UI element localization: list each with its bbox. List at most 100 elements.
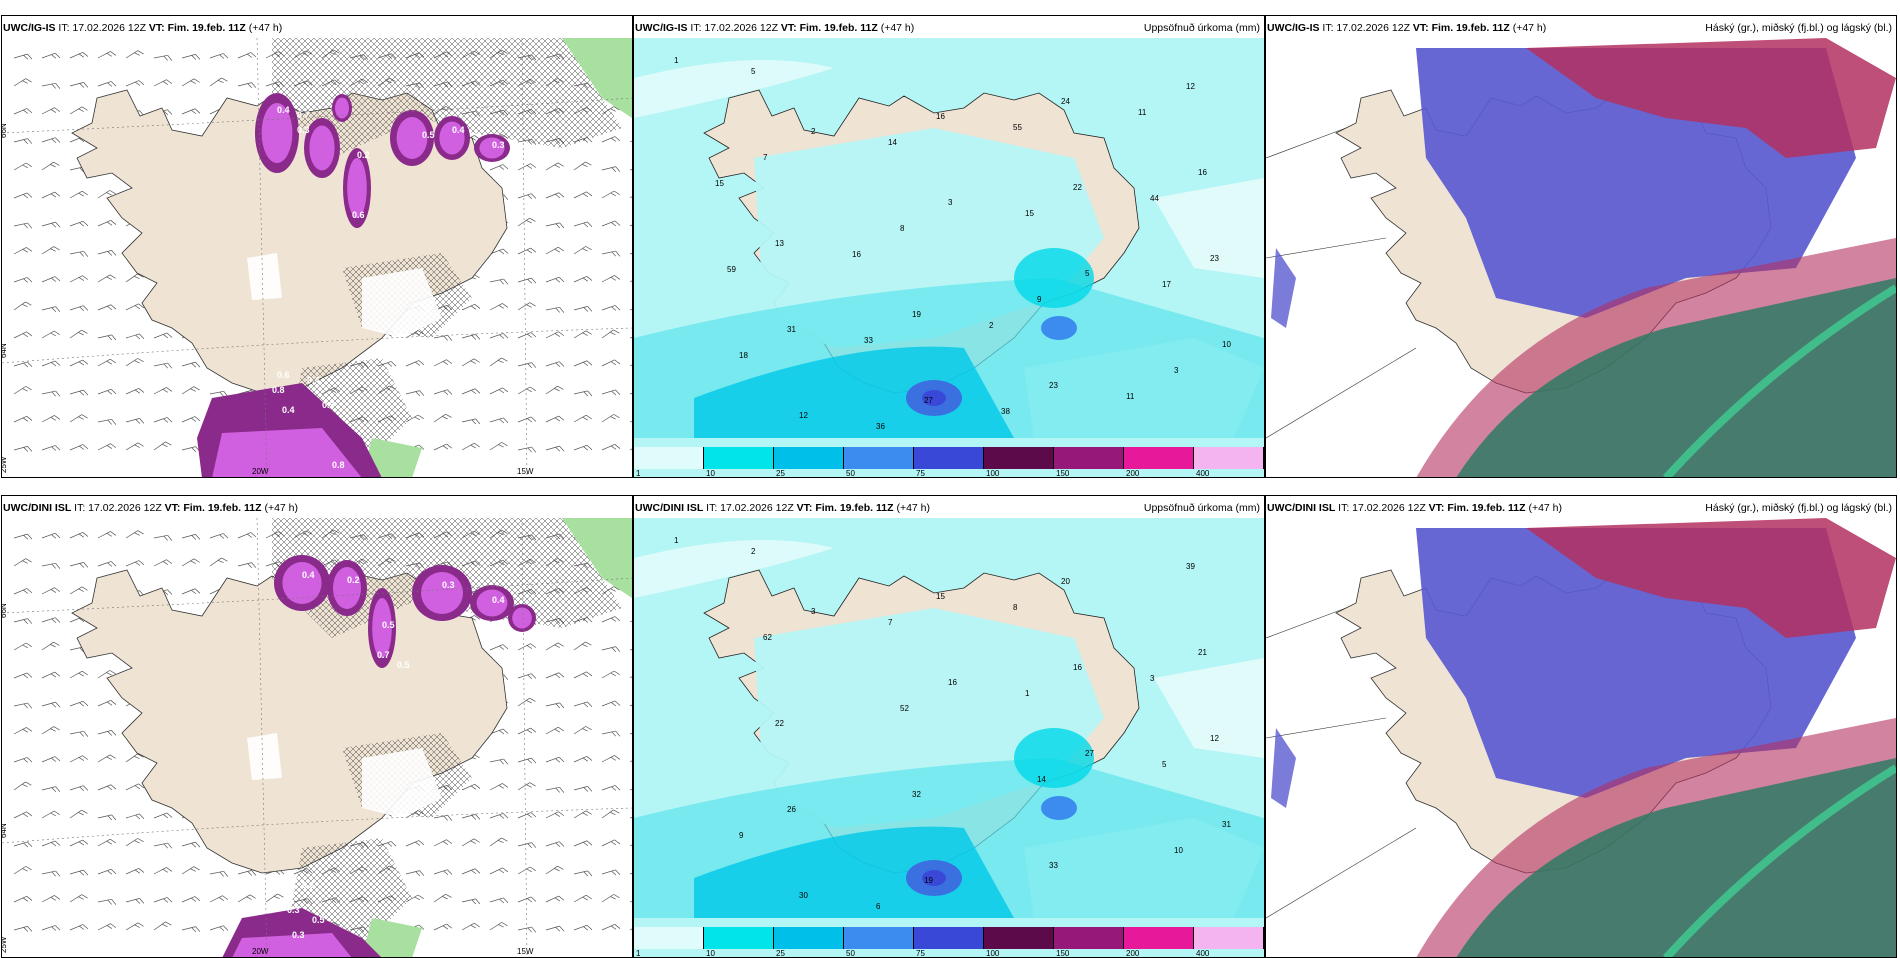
wind-barb — [181, 78, 200, 87]
wind-barb — [125, 530, 144, 539]
wind-barb — [489, 303, 509, 311]
colorbar-segment — [774, 927, 844, 949]
snow-blob-core — [421, 572, 463, 614]
wind-barb — [601, 166, 621, 172]
precip-max — [922, 870, 946, 886]
wind-barb — [153, 54, 173, 61]
snow-value-label: 0.5 — [382, 620, 395, 630]
wind-barb — [41, 756, 61, 763]
wind-barb — [573, 306, 593, 312]
wind-barb — [181, 108, 201, 115]
wind-barb — [153, 417, 173, 423]
wind-barb — [489, 867, 509, 875]
precip-value-label: 15 — [715, 179, 724, 188]
wind-barb — [181, 54, 201, 60]
wind-barb — [573, 641, 592, 651]
graticule — [2, 807, 632, 844]
precip-value-label: 39 — [1186, 562, 1195, 571]
wind-barb — [97, 304, 117, 311]
precip-value-label: 16 — [1073, 663, 1082, 672]
snow-blob-core — [282, 562, 322, 604]
high-cloud-area — [1526, 518, 1896, 638]
graticule — [521, 518, 528, 957]
snow-value-label: 0.6 — [277, 370, 290, 380]
wind-barb — [573, 870, 593, 877]
wind-barb — [13, 78, 32, 87]
wind-barb — [433, 334, 453, 341]
wind-barb — [545, 331, 565, 339]
wind-barb — [461, 898, 481, 905]
wind-barb — [69, 82, 89, 88]
wind-barb — [181, 841, 201, 848]
precip-value-label: 13 — [775, 239, 784, 248]
snow-value-label: 0.4 — [282, 405, 295, 415]
wind-barb — [601, 250, 621, 257]
wind-barb — [13, 866, 32, 875]
precip-map: 1 3 16 27 31 30 15 16 12 26 19 20 21 22 32 33 39 62 52 14 10… — [634, 518, 1264, 957]
snow-blob-core — [512, 607, 532, 629]
precip-value-label: 14 — [888, 138, 897, 147]
wind-barb — [41, 641, 60, 651]
wind-barb — [125, 273, 144, 283]
snow-blob-core — [333, 567, 361, 609]
wind-barb — [573, 786, 593, 792]
precip-value-label: 12 — [1186, 82, 1195, 91]
wind-barb — [545, 642, 564, 651]
wind-barb — [97, 274, 116, 283]
wind-barb — [69, 670, 88, 679]
colorbar-segment — [1124, 447, 1194, 469]
wind-barb — [13, 192, 33, 199]
wind-barb — [181, 588, 201, 595]
precip-value-label: 33 — [864, 336, 873, 345]
wind-barb — [461, 838, 480, 847]
precip-value-label: 30 — [799, 891, 808, 900]
wind-barb — [153, 559, 173, 567]
wind-barb — [209, 895, 229, 903]
wind-barb — [153, 332, 173, 339]
graticule — [256, 38, 268, 477]
wind-barb — [69, 414, 88, 423]
wind-barb — [405, 870, 425, 876]
boundary-line — [1266, 127, 1417, 439]
wind-barb — [13, 277, 33, 283]
wind-barb — [545, 445, 565, 452]
precip-area — [1014, 728, 1094, 788]
wind-barb — [573, 810, 592, 819]
wind-barb — [517, 896, 537, 903]
low-cloud-area — [1456, 758, 1896, 957]
panel-precip-row2: UWC/DINI ISL IT: 17.02.2026 12Z VT: Fim.… — [633, 495, 1265, 958]
precip-value-label: 36 — [876, 422, 885, 431]
wind-barb — [13, 926, 33, 932]
wind-barb — [601, 275, 621, 283]
wind-barb — [545, 276, 565, 283]
wind-barb — [489, 897, 509, 904]
wind-barb — [13, 727, 33, 735]
wind-barb — [125, 922, 144, 931]
wind-barb — [433, 839, 453, 847]
wind-barb — [41, 532, 61, 539]
colorbar-tick-label: 1 — [636, 949, 641, 958]
wind-barb — [153, 387, 173, 395]
precip-value-label: 59 — [727, 265, 736, 274]
wind-barb — [13, 386, 32, 395]
cloud-map — [1266, 38, 1896, 477]
colorbar-tick-label: 25 — [776, 949, 785, 958]
wind-barb — [97, 784, 117, 791]
low-precip-area — [634, 540, 834, 598]
wind-barb — [125, 418, 145, 424]
precip-value-label: 11 — [1126, 392, 1135, 401]
precip-value-label: 17 — [1162, 280, 1171, 289]
colorbar-segment — [634, 447, 704, 469]
snow-value-label: 0.5 — [422, 130, 435, 140]
wind-barb — [13, 757, 33, 763]
wind-barb — [461, 922, 480, 931]
wind-barb — [517, 277, 537, 284]
wind-barb — [181, 361, 201, 368]
lon-label-25: 25W — [2, 936, 8, 953]
wind-barb — [237, 562, 257, 568]
precip-value-label: 12 — [1210, 734, 1219, 743]
precip-value-label: 20 — [1061, 577, 1070, 586]
wind-barb — [601, 730, 621, 737]
wind-barb — [461, 303, 481, 311]
wind-barb — [13, 841, 33, 848]
